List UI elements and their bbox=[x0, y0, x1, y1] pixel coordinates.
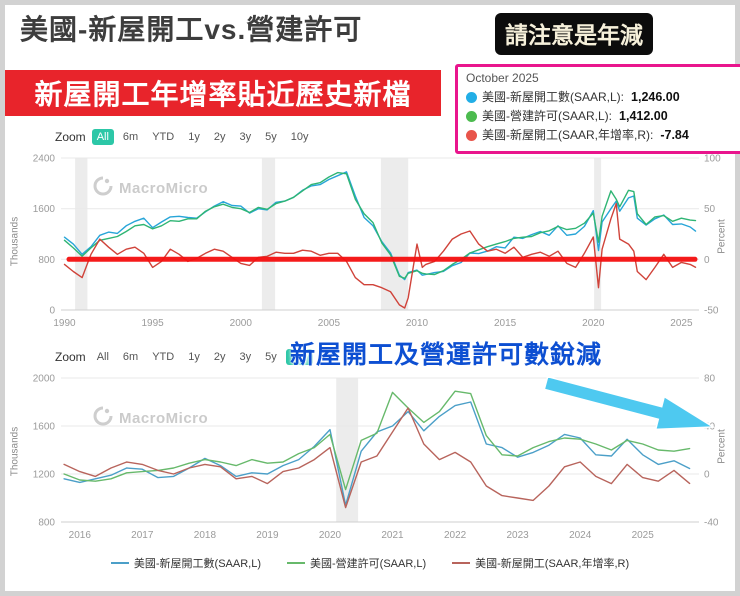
zoom-10y-button[interactable]: 10y bbox=[285, 349, 314, 365]
svg-text:2005: 2005 bbox=[318, 318, 341, 329]
zoom-all-button[interactable]: All bbox=[92, 349, 114, 365]
zoom-5y-button[interactable]: 5y bbox=[260, 129, 282, 145]
zoom-1y-button[interactable]: 1y bbox=[183, 129, 205, 145]
zoom-ytd-button[interactable]: YTD bbox=[147, 349, 179, 365]
svg-text:2018: 2018 bbox=[194, 530, 217, 541]
svg-text:800: 800 bbox=[38, 518, 55, 529]
svg-text:-40: -40 bbox=[704, 518, 719, 529]
legend-label: 美國-營建許可(SAAR,L) bbox=[310, 558, 427, 570]
chart-canvas: 0 800 1600 2400 -50 0 50 100 1990 1995 2000 2005 201… bbox=[33, 154, 721, 330]
svg-text:2000: 2000 bbox=[230, 318, 253, 329]
series-dot-icon bbox=[466, 111, 477, 122]
series-value: -7.84 bbox=[660, 128, 689, 142]
zoom-label: Zoom bbox=[55, 350, 86, 364]
zoom-3y-button[interactable]: 3y bbox=[234, 129, 256, 145]
svg-text:1600: 1600 bbox=[33, 422, 56, 433]
zoom-5y-button[interactable]: 5y bbox=[260, 349, 282, 365]
series-dot-icon bbox=[466, 130, 477, 141]
annotation-banner-top: 新屋開工年增率貼近歷史新檔 bbox=[5, 70, 441, 116]
svg-text:0: 0 bbox=[704, 470, 710, 481]
zoom-6m-button[interactable]: 6m bbox=[118, 129, 143, 145]
svg-text:1200: 1200 bbox=[33, 470, 56, 481]
chart2-plot[interactable]: 800120016002000-400408020162017201820192… bbox=[5, 372, 735, 548]
chart-tooltip: October 2025 美國-新屋開工數(SAAR,L): 1,246.00 美國… bbox=[455, 64, 740, 154]
note-badge: 請注意是年減 bbox=[495, 13, 653, 55]
svg-text:2015: 2015 bbox=[494, 318, 517, 329]
zoom-all-button[interactable]: All bbox=[91, 129, 114, 145]
legend-line-icon bbox=[452, 562, 471, 564]
tooltip-date: October 2025 bbox=[466, 71, 539, 85]
svg-text:2023: 2023 bbox=[506, 530, 529, 541]
zoom-10y-button[interactable]: 10y bbox=[286, 129, 314, 145]
legend-item[interactable]: 美國-新屋開工數(SAAR,L) bbox=[110, 555, 261, 571]
tooltip-series-row: 美國-新屋開工(SAAR,年增率,R): -7.84 bbox=[466, 126, 740, 145]
svg-text:2016: 2016 bbox=[69, 530, 92, 541]
svg-text:2019: 2019 bbox=[256, 530, 279, 541]
svg-text:2017: 2017 bbox=[131, 530, 154, 541]
svg-text:100: 100 bbox=[704, 154, 721, 165]
legend-label: 美國-新屋開工數(SAAR,L) bbox=[133, 558, 261, 570]
legend-line-icon bbox=[287, 562, 305, 564]
page-title: 美國-新屋開工vs.營建許可 bbox=[20, 14, 363, 45]
chart1-zoom-bar: Zoom All 6m YTD 1y 2y 3y 5y 10y bbox=[55, 129, 313, 145]
svg-text:800: 800 bbox=[38, 255, 55, 266]
svg-text:2000: 2000 bbox=[33, 374, 56, 385]
annotation-banner-bottom: 新屋開工及營運許可數銳減 bbox=[290, 341, 603, 369]
series-label: 美國-新屋開工數(SAAR,L): bbox=[482, 90, 625, 104]
svg-text:2025: 2025 bbox=[670, 318, 693, 329]
zoom-3y-button[interactable]: 3y bbox=[234, 349, 256, 365]
chart-canvas: 800120016002000-400408020162017201820192… bbox=[33, 374, 719, 542]
zoom-label: Zoom bbox=[55, 130, 86, 144]
svg-text:1990: 1990 bbox=[53, 318, 76, 329]
zoom-ytd-button[interactable]: YTD bbox=[147, 129, 179, 145]
series-dot-icon bbox=[466, 92, 477, 103]
tooltip-rows: 美國-新屋開工數(SAAR,L): 1,246.00 美國-營建許可(SAAR,L)… bbox=[466, 88, 740, 145]
cyan-arrow bbox=[543, 375, 716, 431]
series-value: 1,412.00 bbox=[619, 109, 668, 123]
content-sheet: 美國-新屋開工vs.營建許可 請注意是年減 新屋開工年增率貼近歷史新檔 Octo… bbox=[5, 5, 740, 591]
svg-text:2021: 2021 bbox=[381, 530, 404, 541]
svg-text:0: 0 bbox=[704, 255, 710, 266]
chart2-legend: 美國-新屋開工數(SAAR,L) 美國-營建許可(SAAR,L) 美國-新屋開工(S… bbox=[5, 555, 735, 571]
zoom-6m-button[interactable]: 6m bbox=[118, 349, 143, 365]
legend-item[interactable]: 美國-新屋開工(SAAR,年增率,R) bbox=[452, 555, 629, 571]
zoom-1y-button[interactable]: 1y bbox=[183, 349, 205, 365]
svg-text:2020: 2020 bbox=[582, 318, 605, 329]
svg-text:0: 0 bbox=[49, 306, 55, 317]
series-label: 美國-新屋開工(SAAR,年增率,R): bbox=[482, 128, 654, 142]
svg-text:2400: 2400 bbox=[33, 154, 56, 165]
svg-text:80: 80 bbox=[704, 374, 716, 385]
svg-text:2010: 2010 bbox=[406, 318, 429, 329]
tooltip-series-row: 美國-營建許可(SAAR,L): 1,412.00 bbox=[466, 107, 740, 126]
chart1-plot[interactable]: 0 800 1600 2400 -50 0 50 100 1990 1995 2000 2005 201… bbox=[5, 152, 735, 336]
svg-text:2020: 2020 bbox=[319, 530, 342, 541]
svg-text:2022: 2022 bbox=[444, 530, 467, 541]
svg-text:-50: -50 bbox=[704, 306, 719, 317]
svg-text:1600: 1600 bbox=[33, 204, 56, 215]
svg-text:50: 50 bbox=[704, 204, 716, 215]
zoom-2y-button[interactable]: 2y bbox=[209, 129, 231, 145]
svg-text:2024: 2024 bbox=[569, 530, 592, 541]
legend-line-icon bbox=[110, 562, 129, 564]
series-value: 1,246.00 bbox=[631, 90, 680, 104]
zoom-2y-button[interactable]: 2y bbox=[209, 349, 231, 365]
chart1-block: Zoom All 6m YTD 1y 2y 3y 5y 10y Thousands Percen… bbox=[5, 128, 735, 340]
tooltip-series-row: 美國-新屋開工數(SAAR,L): 1,246.00 bbox=[466, 88, 740, 107]
legend-item[interactable]: 美國-營建許可(SAAR,L) bbox=[287, 555, 426, 571]
chart2-zoom-bar: Zoom All 6m YTD 1y 2y 3y 5y 10y bbox=[55, 349, 314, 365]
svg-text:2025: 2025 bbox=[632, 530, 655, 541]
series-label: 美國-營建許可(SAAR,L): bbox=[482, 109, 613, 123]
legend-label: 美國-新屋開工(SAAR,年增率,R) bbox=[475, 558, 630, 570]
svg-text:1995: 1995 bbox=[141, 318, 164, 329]
